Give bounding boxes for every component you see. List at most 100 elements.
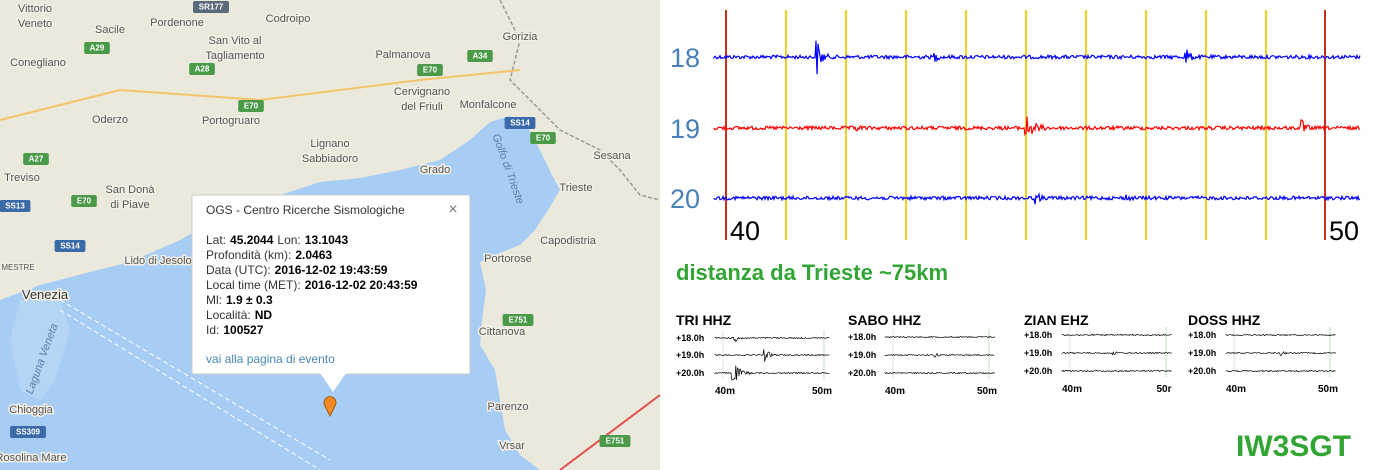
- place-label: Grado: [420, 164, 451, 176]
- popup-rows: Lat: 45.2044 Lon: 13.1043 Profondità (km): 2.…: [206, 233, 418, 337]
- minute-label: 50: [1329, 216, 1359, 246]
- road-shield: [417, 64, 443, 76]
- place-label: Capodistria: [540, 235, 597, 247]
- place-label: Pordenone: [150, 17, 204, 29]
- trace: [713, 40, 1361, 75]
- lagoon: [10, 300, 70, 400]
- road-label: SS309: [16, 428, 41, 437]
- station-trace: [1225, 333, 1336, 337]
- place-label: Vittorio: [18, 3, 52, 15]
- road-label: E70: [244, 102, 259, 111]
- popup-label: Ml:: [206, 293, 222, 307]
- minute-label: 40: [730, 216, 760, 246]
- hour-label: 20: [670, 184, 700, 214]
- road-label: E70: [77, 197, 92, 206]
- popup-row: Id: 100527: [206, 323, 264, 337]
- place-label: Parenzo: [488, 401, 529, 413]
- place-label: Rosolina Mare: [0, 452, 66, 464]
- road-label: E751: [606, 437, 625, 446]
- station-hour: +18.0h: [676, 333, 704, 343]
- place-label: Codroipo: [266, 13, 311, 25]
- station-trace: [1061, 369, 1172, 373]
- popup-close[interactable]: ×: [448, 201, 457, 218]
- road-shield: [467, 50, 493, 62]
- road-label: SS14: [60, 242, 80, 251]
- popup-label: Local time (MET):: [206, 278, 301, 292]
- place-label: Conegliano: [10, 57, 66, 69]
- road-label: E751: [509, 316, 528, 325]
- popup-row: Data (UTC): 2016-12-02 19:43:59: [206, 263, 388, 277]
- event-marker[interactable]: [323, 396, 337, 418]
- popup: OGS - Centro Ricerche Sismologiche × Lat…: [191, 194, 471, 392]
- map[interactable]: Vittorio Veneto Pordenone Codroipo Sacile San…: [0, 0, 661, 470]
- station-minute: 40m: [1226, 384, 1246, 395]
- station-hour: +18.0h: [1188, 330, 1216, 340]
- station-trace: [884, 335, 995, 339]
- place-label: Portorose: [484, 253, 532, 265]
- place-label: Portogruaro: [202, 115, 260, 127]
- station-hour: +19.0h: [1188, 348, 1216, 358]
- station-hour: +19.0h: [1024, 348, 1052, 358]
- road-label: E70: [536, 134, 551, 143]
- road-label: SR177: [199, 3, 224, 12]
- station-hour: +19.0h: [676, 350, 704, 360]
- station-minute: 50m: [1318, 384, 1338, 395]
- road-shield: [84, 42, 110, 54]
- road-shield: [599, 435, 631, 447]
- popup-row: Località: ND: [206, 308, 272, 322]
- place-label: MESTRE: [1, 263, 34, 272]
- station-minute: 50r: [1156, 384, 1171, 395]
- place-label: Veneto: [18, 18, 52, 30]
- popup-row: Lat: 45.2044 Lon: 13.1043: [206, 233, 348, 247]
- place-label: Sacile: [95, 24, 125, 36]
- station-hour: +20.0h: [848, 368, 876, 378]
- place-label: Cervignano: [394, 86, 450, 98]
- road-label: A27: [29, 155, 44, 164]
- place-label: Lignano: [310, 138, 349, 150]
- place-label: Tagliamento: [205, 50, 264, 62]
- popup-link[interactable]: vai alla pagina di evento: [206, 352, 335, 366]
- place-label: Oderzo: [92, 114, 128, 126]
- road-label: A29: [90, 44, 105, 53]
- road-shield: [193, 1, 229, 13]
- station-trace: [1225, 351, 1336, 356]
- popup-row: Profondità (km): 2.0463: [206, 248, 332, 262]
- popup-label: Id:: [206, 323, 219, 337]
- station-minute: 40m: [1062, 384, 1082, 395]
- station-trace: [714, 349, 830, 363]
- popup-row: Local time (MET): 2016-12-02 20:43:59: [206, 278, 418, 292]
- station-trace: [884, 352, 995, 358]
- place-label: Palmanova: [375, 49, 431, 61]
- road-shield: [530, 132, 556, 144]
- popup-value: ND: [255, 308, 273, 322]
- popup-title: OGS - Centro Ricerche Sismologiche: [206, 203, 405, 217]
- popup-value: 45.2044: [230, 233, 274, 247]
- station-minute: 40m: [885, 386, 905, 397]
- road-shield: [238, 100, 264, 112]
- seismogram: 18 19 20 40 50: [670, 10, 1361, 246]
- road-label: E70: [423, 66, 438, 75]
- road-shield: [54, 240, 86, 252]
- popup-label: Data (UTC):: [206, 263, 271, 277]
- station-hour: +19.0h: [848, 350, 876, 360]
- station-hour: +20.0h: [1024, 366, 1052, 376]
- place-label: Vrsar: [499, 440, 525, 452]
- hour-label: 19: [670, 114, 700, 144]
- road-shield: [71, 195, 97, 207]
- popup-value: 1.9 ± 0.3: [226, 293, 273, 307]
- station-hour: +18.0h: [848, 332, 876, 342]
- place-label: Sabbiadoro: [302, 153, 358, 165]
- station-trace: [714, 365, 830, 381]
- popup-value: 13.1043: [305, 233, 349, 247]
- road-shields: SR177 A29 A28 A34 E70 E70 A27 SS14 E70 SS13 SS14 E7…: [0, 1, 631, 447]
- station-trace: [884, 371, 995, 375]
- distance-label: distanza da Trieste ~75km: [676, 260, 948, 285]
- station-hour: +18.0h: [1024, 330, 1052, 340]
- place-label: del Friuli: [401, 101, 443, 113]
- place-label: Trieste: [559, 182, 592, 194]
- station-hour: +20.0h: [1188, 366, 1216, 376]
- road-label: SS14: [510, 119, 530, 128]
- road-line: [559, 394, 661, 470]
- road-shield: [0, 200, 31, 212]
